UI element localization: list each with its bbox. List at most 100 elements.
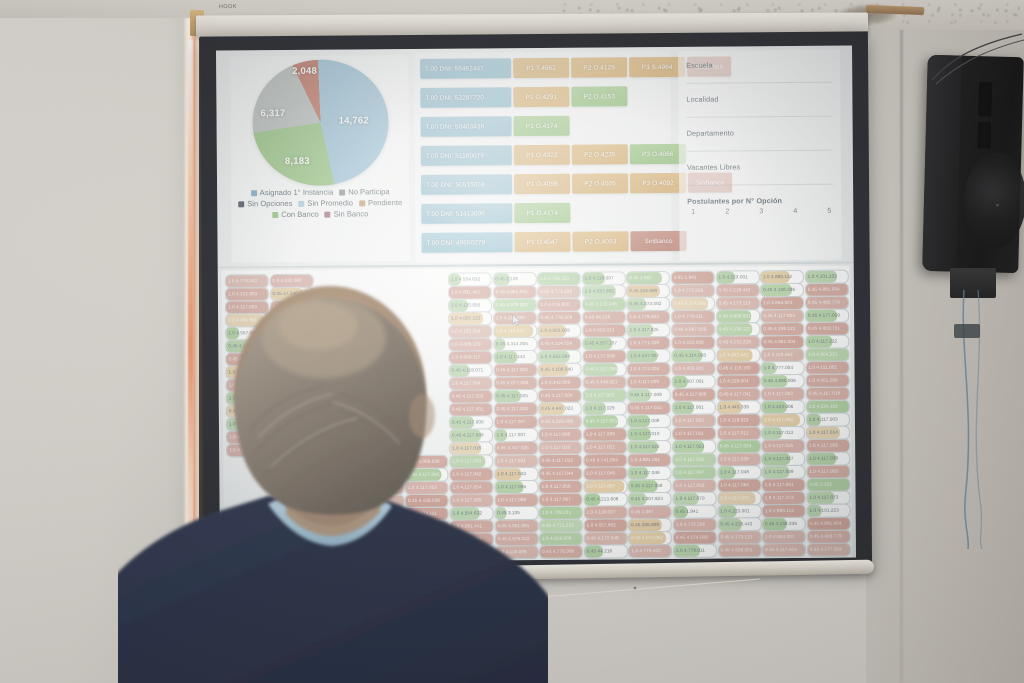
postulant-row[interactable]: T.00 DNI: 52287720 P1 O.4291 P2 O.4153 xyxy=(420,86,628,108)
grid-cell[interactable]: 1.0 4.117.073 xyxy=(806,490,851,505)
grid-cell[interactable] xyxy=(315,455,360,470)
grid-cell[interactable]: 0.45 4.881.004 xyxy=(804,282,849,297)
grid-cell[interactable]: 0.45 4.117.032 xyxy=(538,453,583,468)
grid-cell[interactable]: 1.0 4.779.011 xyxy=(672,543,718,558)
grid-cell[interactable]: 1.0 4.117.023 xyxy=(672,439,717,454)
grid-cell[interactable]: 1.0 4.117.222 xyxy=(805,334,850,349)
grid-cell[interactable]: 1.0 4.777.004 xyxy=(760,360,805,375)
grid-cell[interactable]: 1.0 4.117.012 xyxy=(225,391,270,406)
grid-cell[interactable] xyxy=(360,507,405,521)
grid-cell[interactable] xyxy=(360,494,405,508)
grid-cell[interactable]: 1.0 4.117.014 xyxy=(805,425,850,440)
option-number-5[interactable]: 5 xyxy=(827,207,832,215)
grid-cell[interactable]: 0.45 44.216 xyxy=(581,310,626,325)
grid-cell[interactable]: 1.0 4.117.003 xyxy=(805,412,850,427)
grid-cell[interactable]: 0.45 4.177.225 xyxy=(269,325,314,340)
grid-cell[interactable]: 0.45 256.699 xyxy=(626,283,671,298)
grid-cell[interactable]: 0.45 4.117.203 xyxy=(448,389,493,404)
grid-cell[interactable]: 1.0 4.117.021 xyxy=(582,440,627,455)
grid-cell[interactable]: 0.45 4.135.122 xyxy=(715,322,760,337)
grid-cell[interactable]: 1.0 4.447.907 xyxy=(626,348,671,363)
grid-cell[interactable]: 1.0 4.553.066 xyxy=(671,335,716,350)
grid-cell[interactable]: 0.45 4.400.778 xyxy=(806,529,851,544)
grid-cell[interactable]: 0.45 4.978.022 xyxy=(494,531,539,546)
grid-cell[interactable] xyxy=(360,520,405,534)
grid-cell[interactable]: 0.45 4.117.006 xyxy=(448,428,494,443)
grid-cell[interactable]: 1.0 4.117.009 xyxy=(582,427,627,442)
grid-cell[interactable]: 0.45 4.449.021 xyxy=(582,375,627,390)
grid-cell[interactable]: 0.45 4.213.608 xyxy=(583,492,628,507)
grid-cell[interactable]: 1.0 4.772.556 xyxy=(670,283,715,298)
grid-cell[interactable]: 0.45 4.771.223 xyxy=(538,518,583,533)
grid-cell[interactable]: 1.0 4.117.071 xyxy=(717,491,762,506)
grid-cell[interactable]: 0.45 4.190.064 xyxy=(225,339,270,354)
grid-cell[interactable]: 0.45 4.557.167 xyxy=(582,336,627,351)
grid-cell[interactable]: 1.0 4.774.003 xyxy=(626,361,671,376)
option-number-4[interactable]: 4 xyxy=(793,207,798,215)
grid-cell[interactable]: 1.0 4.117.002 xyxy=(582,388,627,403)
grid-cell[interactable]: 1.0 4.779.042 xyxy=(224,274,269,289)
grid-cell[interactable]: 1.0 4.117.059 xyxy=(672,478,717,493)
grid-cell[interactable] xyxy=(315,481,360,496)
grid-cell[interactable]: 1.0 4.117.026 xyxy=(805,438,850,453)
grid-cell[interactable]: 0.45 4.198.121 xyxy=(760,321,805,336)
grid-cell[interactable]: 0.45 4.177.059 xyxy=(804,308,849,323)
grid-cell[interactable]: 1.0 4.118.007 xyxy=(583,505,628,520)
grid-cell[interactable]: 1.0 4.117.056 xyxy=(538,479,583,494)
grid-cell[interactable]: 1.0 4.117.020 xyxy=(538,440,583,455)
grid-cell[interactable] xyxy=(360,481,405,495)
grid-cell[interactable]: 1.0 4.117.000 xyxy=(225,417,270,432)
grid-cell[interactable]: 1.0 4.003.009 xyxy=(537,323,582,338)
grid-cell[interactable]: 0.45 1.087 xyxy=(627,504,673,519)
grid-cell[interactable]: 0.45 4.776.009 xyxy=(537,310,582,325)
grid-cell[interactable]: 0.45 4.741.004 xyxy=(582,453,628,468)
grid-cell[interactable]: 1.0 4.111.002 xyxy=(805,360,850,375)
grid-cell[interactable]: 0.45 4.117.004 xyxy=(760,308,805,323)
grid-cell[interactable]: 0.45 4.997.059 xyxy=(671,322,716,337)
grid-cell[interactable]: 1.0 4.117.047 xyxy=(672,465,717,480)
grid-cell[interactable]: 1.0 4.001.009 xyxy=(805,373,850,388)
grid-cell[interactable]: 1.0 4.554.632 xyxy=(447,272,492,287)
grid-cell[interactable]: 0.45 4.174.042 xyxy=(225,352,270,367)
grid-cell[interactable]: 0.45 4.073.092 xyxy=(626,296,671,311)
grid-cell[interactable]: 0.45 47.340 xyxy=(269,286,314,301)
grid-cell[interactable]: 1.0 4.117.049 xyxy=(761,464,806,479)
grid-cell[interactable]: 0.45 4.881.004 xyxy=(760,334,805,349)
grid-cell[interactable]: 0.45 4.314.005 xyxy=(492,336,537,351)
grid-cell[interactable]: 1.0 4.117.016 xyxy=(270,442,315,457)
grid-cell[interactable]: 0.45 4.158.336 xyxy=(760,282,805,297)
grid-cell[interactable]: 1.0 4.117.070 xyxy=(672,491,717,506)
grid-cell[interactable]: 0.45 3.105 xyxy=(494,505,539,520)
grid-cell[interactable]: 1.0 4.557.802 xyxy=(583,518,628,533)
grid-cell[interactable]: 0.45 4.117.003 xyxy=(493,362,538,377)
grid-cell[interactable]: 0.45 4.007.924 xyxy=(627,491,672,506)
grid-cell[interactable]: 1.0 4.117.007 xyxy=(493,414,538,429)
grid-cell[interactable]: 1.0 4.117.021 xyxy=(270,416,315,431)
grid-cell[interactable]: 0.45 4.174.009 xyxy=(672,530,717,545)
legend-item-4[interactable]: Pendiente xyxy=(358,198,402,207)
grid-cell[interactable]: 0.45 4.229.006 xyxy=(538,414,583,429)
grid-cell[interactable]: 1.0 4.117.025 xyxy=(626,322,671,337)
grid-cell[interactable]: 0.45 4.003.751 xyxy=(804,321,850,336)
grid-cell[interactable]: 1.0 4.336.884 xyxy=(405,519,450,534)
grid-cell[interactable]: 1.0 4.117.002 xyxy=(761,412,806,427)
grid-cell[interactable]: 1.0 4.772.556 xyxy=(672,517,717,532)
grid-cell[interactable]: 1.0 4.117.010 xyxy=(627,426,672,441)
grid-cell[interactable]: 0.45 4.218.443 xyxy=(715,283,760,298)
grid-cell[interactable]: 0.45 4.109.040 xyxy=(537,362,582,377)
grid-cell[interactable]: 0.45 4.117.004 xyxy=(537,388,582,403)
grid-cell[interactable]: 1.0 4.101.223 xyxy=(804,269,849,284)
grid-cell[interactable]: 0.45 4.836.001 xyxy=(717,543,762,558)
grid-cell[interactable]: 1.0 4.101.223 xyxy=(806,503,851,518)
grid-cell[interactable]: 0.45 4.776.009 xyxy=(539,544,584,559)
grid-cell[interactable]: 0.45 4.172.046 xyxy=(583,531,628,546)
grid-cell[interactable]: 1.0 4.779.003 xyxy=(626,309,671,324)
grid-cell[interactable]: 0.45 1.133 xyxy=(806,477,851,492)
grid-cell[interactable]: 0.45 4.836.001 xyxy=(715,309,760,324)
grid-cell[interactable]: 1.0 4.119.023 xyxy=(716,413,761,428)
grid-cell[interactable]: 1.0 4.120.055 xyxy=(449,532,494,547)
grid-cell[interactable]: 0.45 4.218.443 xyxy=(717,517,762,532)
legend-item-3[interactable]: Sin Promedio xyxy=(298,198,353,208)
grid-cell[interactable]: 1.0 4.091.441 xyxy=(447,285,492,300)
grid-cell[interactable]: 0.45 4.880.006 xyxy=(760,373,805,388)
